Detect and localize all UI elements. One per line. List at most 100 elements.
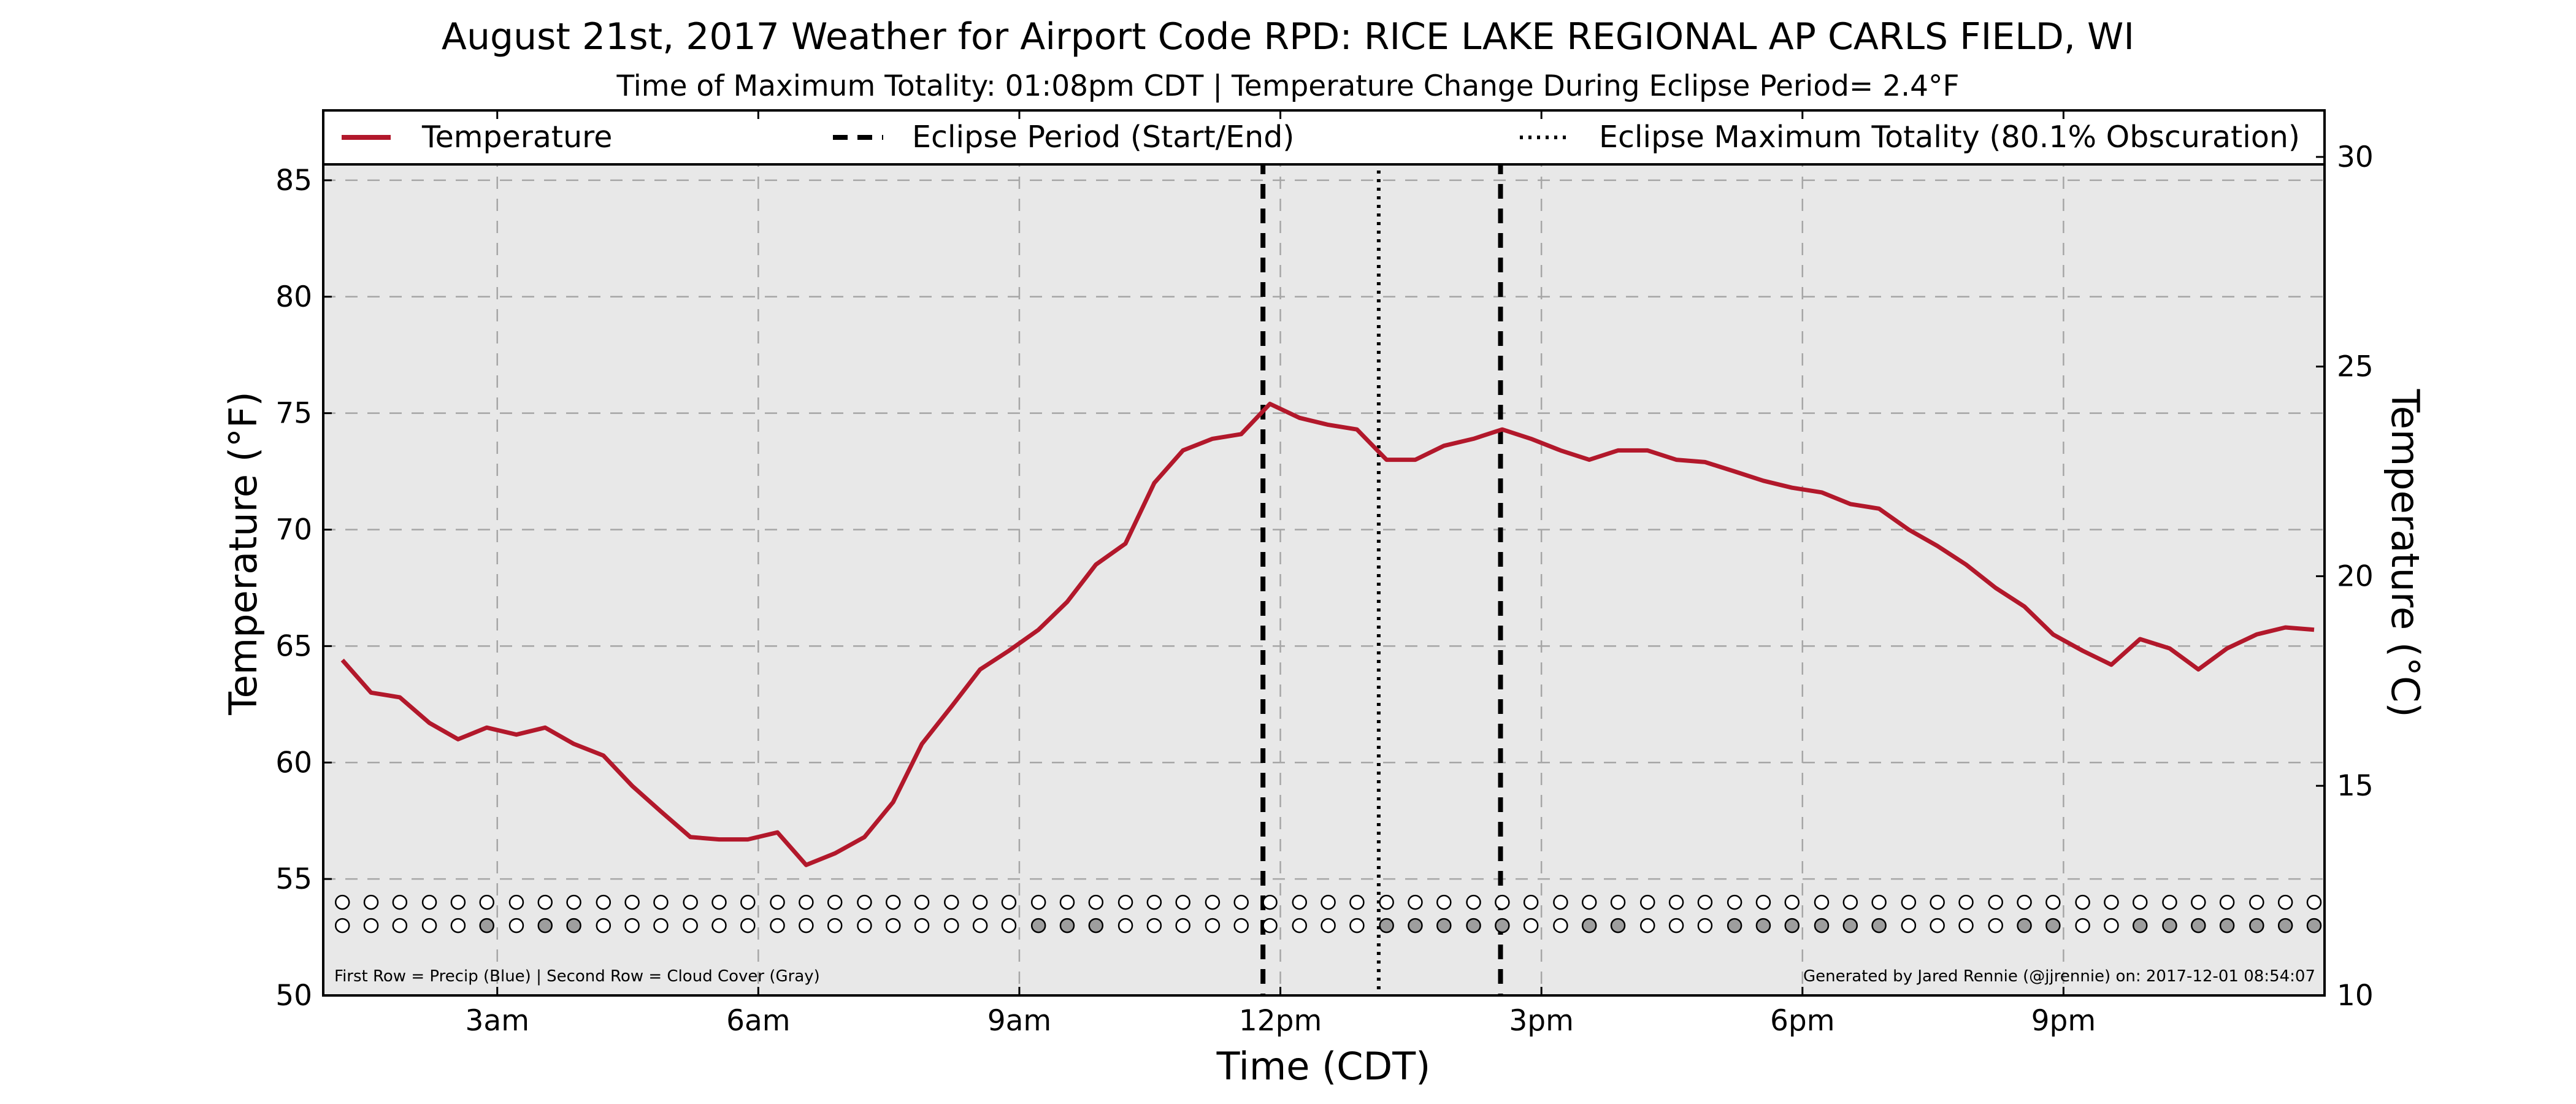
cloud-marker [1349,918,1365,933]
precip-marker [2104,894,2119,910]
precip-marker [334,894,350,910]
precip-marker [1117,894,1133,910]
y-tick-label-left: 50 [275,979,312,1013]
grid [323,110,2325,995]
precip-marker [1262,894,1278,910]
precip-marker [1581,894,1597,910]
cloud-marker [1755,918,1771,933]
y-tick-label-left: 60 [275,746,312,780]
y-tick-label-left: 75 [275,397,312,431]
cloud-marker [596,918,611,933]
cloud-marker [1146,918,1162,933]
precip-marker [2219,894,2235,910]
cloud-marker [1233,918,1249,933]
x-tick-label: 12pm [1239,1004,1322,1038]
cloud-marker [2017,918,2032,933]
cloud-marker [1117,918,1133,933]
cloud-marker [537,918,553,933]
cloud-marker [972,918,988,933]
y-tick-label-right: 30 [2337,140,2374,174]
cloud-marker [2075,918,2090,933]
cloud-marker [421,918,437,933]
precip-marker [1408,894,1423,910]
precip-marker [508,894,524,910]
legend-label-temperature: Temperature [421,120,612,155]
precip-marker [799,894,814,910]
cloud-marker [1030,918,1046,933]
precip-marker [1088,894,1104,910]
cloud-marker [392,918,408,933]
precip-marker [2277,894,2293,910]
precip-marker [2045,894,2061,910]
cloud-marker [1842,918,1858,933]
precip-marker [1349,894,1365,910]
cloud-marker [1697,918,1713,933]
cloud-marker [1379,918,1394,933]
precip-marker [421,894,437,910]
y-tick-label-left: 85 [275,164,312,197]
cloud-marker [1958,918,1974,933]
precip-marker [827,894,843,910]
cloud-marker [2045,918,2061,933]
x-tick-label: 9am [987,1004,1052,1038]
precip-marker [537,894,553,910]
precip-marker [566,894,581,910]
axes: 3am 6am 9am 12pm 3pm 6pm 9pm 50 55 60 65 70 75 80 85 10… [275,110,2374,1038]
precip-marker [1321,894,1336,910]
cloud-marker [2249,918,2264,933]
cloud-marker [2162,918,2177,933]
precip-marker [2191,894,2206,910]
precip-marker [1001,894,1017,910]
cloud-marker [1901,918,1917,933]
precip-marker [1495,894,1510,910]
cloud-marker [653,918,669,933]
cloud-marker [508,918,524,933]
precip-marker [624,894,640,910]
precip-marker [1727,894,1742,910]
footnote-right: Generated by Jared Rennie (@jjrennie) on… [1803,967,2315,986]
cloud-marker [2219,918,2235,933]
precip-marker [1814,894,1830,910]
cloud-marker [2277,918,2293,933]
precip-marker [683,894,698,910]
precip-marker [2306,894,2322,910]
precip-marker [2132,894,2148,910]
precip-marker [1175,894,1190,910]
y-tick-label-right: 25 [2337,350,2374,384]
plot-area [323,110,2325,995]
precip-marker [1059,894,1075,910]
precip-marker [711,894,727,910]
x-tick-label: 6pm [1770,1004,1835,1038]
precip-marker [1988,894,2003,910]
precip-marker [972,894,988,910]
cloud-marker [1871,918,1887,933]
eclipse-lines [1260,110,1503,995]
cloud-marker [1292,918,1308,933]
precip-marker [1958,894,1974,910]
y-axis-label-left: Temperature (°F) [221,391,266,715]
cloud-marker [1088,918,1104,933]
cloud-marker [914,918,930,933]
cloud-marker [1814,918,1830,933]
cloud-marker [885,918,901,933]
chart-title: August 21st, 2017 Weather for Airport Co… [442,15,2134,58]
cloud-marker [2132,918,2148,933]
cloud-marker [711,918,727,933]
cloud-marker [740,918,756,933]
precip-marker [914,894,930,910]
precip-marker [2162,894,2177,910]
legend-label-eclipse-max: Eclipse Maximum Totality (80.1% Obscurat… [1599,120,2300,155]
indicator-rows [334,894,2322,933]
cloud-marker [1408,918,1423,933]
precip-marker [1901,894,1917,910]
cloud-marker [2306,918,2322,933]
cloud-marker [1784,918,1800,933]
precip-marker [1784,894,1800,910]
precip-marker [1292,894,1308,910]
precip-marker [1553,894,1568,910]
x-tick-label: 9pm [2031,1004,2096,1038]
cloud-marker [799,918,814,933]
cloud-marker [2104,918,2119,933]
y-tick-label-left: 65 [275,629,312,663]
